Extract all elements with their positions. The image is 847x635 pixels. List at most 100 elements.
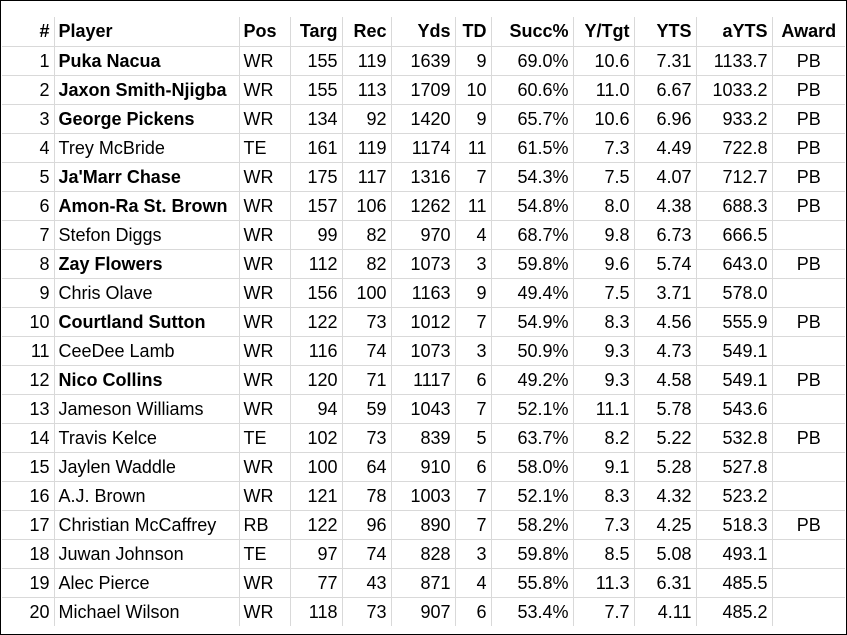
pos-cell: WR bbox=[239, 75, 291, 105]
player-cell: Travis Kelce bbox=[54, 423, 240, 453]
pos-cell: WR bbox=[239, 597, 291, 626]
yds-cell: 1262 bbox=[391, 191, 456, 221]
succ-cell: 54.3% bbox=[491, 162, 574, 192]
award-cell: PB bbox=[771, 365, 845, 395]
rec-cell: 92 bbox=[342, 104, 392, 134]
award-cell: PB bbox=[771, 104, 845, 134]
header-ayts: aYTS bbox=[696, 17, 773, 47]
rec-cell: 74 bbox=[342, 336, 392, 366]
succ-cell: 63.7% bbox=[491, 423, 574, 453]
ytgt-cell: 7.3 bbox=[573, 510, 635, 540]
table-row: 18 Juwan Johnson TE 97 74 828 3 59.8% 8.5 5.08 493… bbox=[2, 539, 845, 569]
table-row: 11 CeeDee Lamb WR 116 74 1073 3 50.9% 9.3 4.73 549… bbox=[2, 336, 845, 366]
yds-cell: 871 bbox=[391, 568, 456, 598]
rank-cell: 6 bbox=[2, 191, 55, 221]
succ-cell: 58.2% bbox=[491, 510, 574, 540]
yts-cell: 5.78 bbox=[634, 394, 697, 424]
table-row: 8 Zay Flowers WR 112 82 1073 3 59.8% 9.6 5.74 643.… bbox=[2, 249, 845, 279]
rec-cell: 100 bbox=[342, 278, 392, 308]
player-cell: A.J. Brown bbox=[54, 481, 240, 511]
yts-cell: 5.28 bbox=[634, 452, 697, 482]
ytgt-cell: 7.5 bbox=[573, 162, 635, 192]
ayts-cell: 549.1 bbox=[696, 336, 773, 366]
rec-cell: 106 bbox=[342, 191, 392, 221]
ytgt-cell: 8.5 bbox=[573, 539, 635, 569]
ytgt-cell: 10.6 bbox=[573, 104, 635, 134]
ayts-cell: 722.8 bbox=[696, 133, 773, 163]
header-targ: Targ bbox=[290, 17, 343, 47]
pos-cell: WR bbox=[239, 568, 291, 598]
td-cell: 7 bbox=[455, 307, 492, 337]
award-cell bbox=[771, 568, 845, 598]
targ-cell: 118 bbox=[290, 597, 343, 626]
td-cell: 3 bbox=[455, 336, 492, 366]
targ-cell: 100 bbox=[290, 452, 343, 482]
ytgt-cell: 11.0 bbox=[573, 75, 635, 105]
td-cell: 4 bbox=[455, 220, 492, 250]
ytgt-cell: 11.3 bbox=[573, 568, 635, 598]
rec-cell: 117 bbox=[342, 162, 392, 192]
rec-cell: 82 bbox=[342, 220, 392, 250]
yts-cell: 4.25 bbox=[634, 510, 697, 540]
rec-cell: 43 bbox=[342, 568, 392, 598]
pos-cell: WR bbox=[239, 307, 291, 337]
header-row: # Player Pos Targ Rec Yds TD Succ% Y/Tgt… bbox=[2, 17, 845, 47]
succ-cell: 59.8% bbox=[491, 539, 574, 569]
pos-cell: WR bbox=[239, 220, 291, 250]
rec-cell: 73 bbox=[342, 423, 392, 453]
header-succ: Succ% bbox=[491, 17, 574, 47]
ytgt-cell: 9.6 bbox=[573, 249, 635, 279]
yds-cell: 828 bbox=[391, 539, 456, 569]
ytgt-cell: 8.0 bbox=[573, 191, 635, 221]
table-row: 17 Christian McCaffrey RB 122 96 890 7 58.2% 7.3… bbox=[2, 510, 845, 540]
player-cell: Jameson Williams bbox=[54, 394, 240, 424]
rank-cell: 5 bbox=[2, 162, 55, 192]
ytgt-cell: 11.1 bbox=[573, 394, 635, 424]
succ-cell: 50.9% bbox=[491, 336, 574, 366]
succ-cell: 54.9% bbox=[491, 307, 574, 337]
td-cell: 11 bbox=[455, 133, 492, 163]
table-row: 1 Puka Nacua WR 155 119 1639 9 69.0% 10.6 7.31 113… bbox=[2, 46, 845, 76]
table-row: 6 Amon-Ra St. Brown WR 157 106 1262 11 54.8% 8.0… bbox=[2, 191, 845, 221]
yds-cell: 1163 bbox=[391, 278, 456, 308]
player-cell: George Pickens bbox=[54, 104, 240, 134]
ayts-cell: 712.7 bbox=[696, 162, 773, 192]
pos-cell: TE bbox=[239, 133, 291, 163]
td-cell: 7 bbox=[455, 162, 492, 192]
succ-cell: 49.4% bbox=[491, 278, 574, 308]
succ-cell: 59.8% bbox=[491, 249, 574, 279]
td-cell: 3 bbox=[455, 539, 492, 569]
ayts-cell: 485.5 bbox=[696, 568, 773, 598]
player-cell: Juwan Johnson bbox=[54, 539, 240, 569]
ytgt-cell: 7.7 bbox=[573, 597, 635, 626]
award-cell: PB bbox=[771, 46, 845, 76]
yds-cell: 1043 bbox=[391, 394, 456, 424]
rank-cell: 12 bbox=[2, 365, 55, 395]
player-cell: Puka Nacua bbox=[54, 46, 240, 76]
header-yts: YTS bbox=[634, 17, 697, 47]
targ-cell: 155 bbox=[290, 46, 343, 76]
ayts-cell: 527.8 bbox=[696, 452, 773, 482]
header-rec: Rec bbox=[342, 17, 392, 47]
yds-cell: 890 bbox=[391, 510, 456, 540]
award-cell bbox=[771, 278, 845, 308]
player-cell: Stefon Diggs bbox=[54, 220, 240, 250]
yts-cell: 5.08 bbox=[634, 539, 697, 569]
yts-cell: 6.73 bbox=[634, 220, 697, 250]
ayts-cell: 666.5 bbox=[696, 220, 773, 250]
player-cell: Alec Pierce bbox=[54, 568, 240, 598]
targ-cell: 112 bbox=[290, 249, 343, 279]
pos-cell: TE bbox=[239, 539, 291, 569]
award-cell bbox=[771, 452, 845, 482]
targ-cell: 161 bbox=[290, 133, 343, 163]
pos-cell: WR bbox=[239, 162, 291, 192]
pos-cell: WR bbox=[239, 278, 291, 308]
td-cell: 6 bbox=[455, 452, 492, 482]
ytgt-cell: 8.2 bbox=[573, 423, 635, 453]
header-pos: Pos bbox=[239, 17, 291, 47]
header-award: Award bbox=[771, 17, 845, 47]
succ-cell: 52.1% bbox=[491, 394, 574, 424]
ayts-cell: 1033.2 bbox=[696, 75, 773, 105]
ayts-cell: 493.1 bbox=[696, 539, 773, 569]
succ-cell: 68.7% bbox=[491, 220, 574, 250]
